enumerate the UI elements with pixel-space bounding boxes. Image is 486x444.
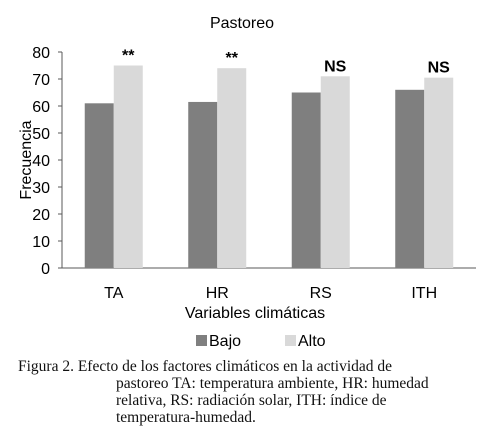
- legend-swatch-bajo: [196, 335, 207, 346]
- legend-label-alto: Alto: [298, 333, 326, 350]
- significance-label: NS: [428, 60, 451, 77]
- caption-line: pastoreo TA: temperatura ambiente, HR: h…: [116, 375, 429, 392]
- bar-alto-ith: [424, 77, 454, 269]
- x-tick-label: RS: [310, 285, 332, 302]
- bar-alto-rs: [320, 76, 350, 268]
- significance-label: **: [122, 48, 135, 65]
- y-tick-label: 10: [32, 234, 50, 251]
- bar-bajo-ith: [395, 89, 425, 268]
- x-axis-label: Variables climáticas: [185, 305, 325, 322]
- bar-chart: Pastoreo 0 10 20 30 40 50 60 70 80 Frecuencia ** TA *…: [18, 15, 476, 350]
- bar-alto-ta: [113, 65, 143, 268]
- caption-line: temperatura-humedad.: [116, 409, 256, 426]
- bar-bajo-ta: [84, 103, 114, 268]
- x-tick-label: ITH: [411, 285, 437, 302]
- bar-alto-hr: [217, 68, 247, 268]
- x-tick-label: TA: [104, 285, 124, 302]
- legend-label-bajo: Bajo: [209, 333, 241, 350]
- y-tick-label: 70: [32, 72, 50, 89]
- y-axis-label: Frecuencia: [18, 120, 35, 199]
- x-tick-label: HR: [206, 285, 229, 302]
- y-tick-label: 50: [32, 126, 50, 143]
- y-tick-label: 0: [41, 261, 50, 278]
- significance-label: NS: [324, 58, 347, 75]
- bar-bajo-hr: [188, 101, 218, 268]
- bar-bajo-rs: [291, 92, 321, 268]
- y-tick-label: 20: [32, 207, 50, 224]
- y-tick-label: 60: [32, 99, 50, 116]
- chart-title: Pastoreo: [210, 15, 274, 32]
- y-tick-label: 80: [32, 45, 50, 62]
- legend-swatch-alto: [285, 335, 296, 346]
- y-tick-label: 40: [32, 153, 50, 170]
- caption-line: relativa, RS: radiación solar, ITH: índi…: [116, 392, 387, 409]
- significance-label: **: [226, 50, 239, 67]
- figure-caption: Figura 2. Efecto de los factores climáti…: [18, 358, 468, 426]
- caption-line: Figura 2. Efecto de los factores climáti…: [18, 358, 393, 375]
- y-tick-label: 30: [32, 180, 50, 197]
